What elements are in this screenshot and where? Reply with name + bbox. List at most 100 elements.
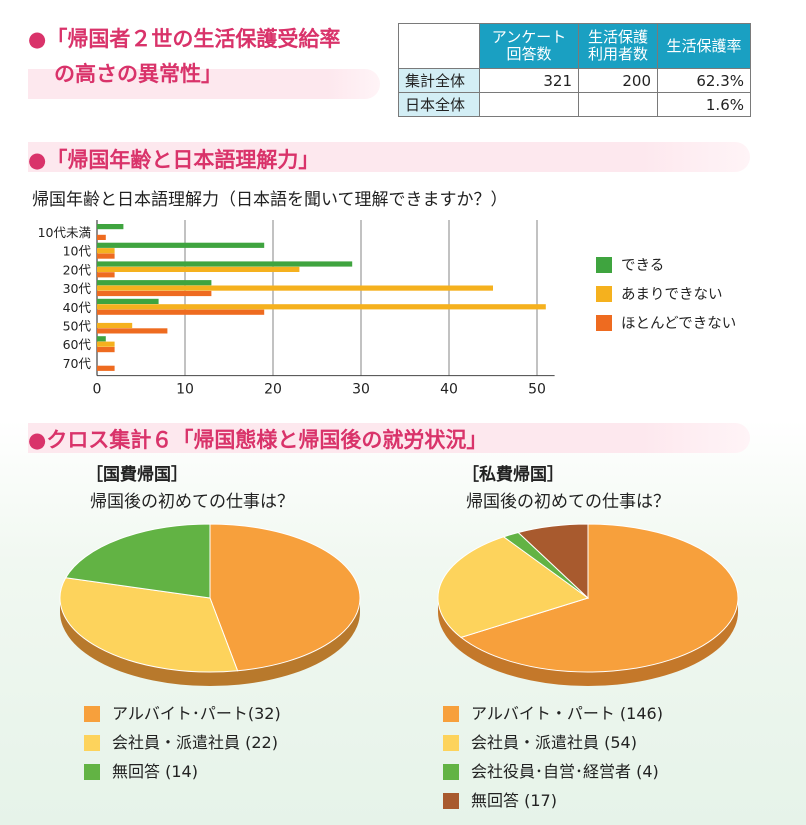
section1-header-band [28,69,380,99]
bar [97,336,106,342]
row-label: 日本全体 [398,92,480,117]
category-label: 70代 [63,356,92,371]
legend-swatch-green [596,257,612,273]
cell-value [578,92,658,117]
header-cell-survey: アンケート 回答数 [479,23,579,69]
welfare-stats-table: アンケート 回答数 生活保護 利用者数 生活保護率 集計全体 321 200 62.… [398,23,751,117]
bar [97,298,159,304]
bar [97,309,265,315]
legend-swatch-orange [443,706,459,722]
language-bar-chart: 0 10 20 30 40 50 10代未満 10代 20代 30代 40代 50代 60代 70代 [38,220,555,394]
section3-title: ●クロス集計６「帰国態様と帰国後の就労状況」 [28,424,487,454]
pie2-legend-item: 無回答 (17) [443,787,557,811]
header-cell-welfare-rate: 生活保護率 [657,23,751,69]
pie-slice [59,577,239,673]
legend-swatch-brown [443,793,459,809]
legend-label: 無回答 (14) [112,762,198,781]
x-tick-label: 10 [176,382,194,394]
bar [97,261,353,267]
row-label: 集計全体 [398,68,480,93]
category-label: 60代 [63,337,92,352]
section2-title-text: 「帰国年齢と日本語理解力」 [46,148,320,172]
pie-slice [517,523,589,600]
legend-label: アルバイト･パート(32) [112,704,281,723]
bar [97,280,212,286]
pie1-subtitle: 帰国後の初めての仕事は？ [90,492,294,512]
bullet-icon: ● [28,428,47,452]
x-tick-label: 40 [440,382,458,394]
legend-label: あまりできない [621,287,723,303]
legend-swatch-yellow [443,735,459,751]
table-row: 集計全体 321 200 62.3% [398,68,751,93]
cell-value: 321 [479,68,579,93]
bullet-icon: ● [28,148,47,172]
x-tick-label: 0 [93,382,102,394]
pie1-legend-item: 無回答 (14) [84,758,198,782]
pie2-legend-item: 会社役員･自営･経営者 (4) [443,758,659,782]
cell-value: 1.6% [657,92,751,117]
bar [97,253,115,259]
section1-title-line2: の高さの異常性」 [54,62,222,86]
legend-swatch-orange [84,706,100,722]
legend-label: アルバイト・パート (146) [471,704,663,723]
header-cell-welfare-users: 生活保護 利用者数 [578,23,658,69]
bar [97,341,115,347]
bar [97,304,546,310]
legend-swatch-orange [596,315,612,331]
legend-label: できる [621,258,665,274]
pie2-legend-item: 会社員・派遣社員 (54) [443,729,637,753]
category-label: 40代 [63,300,92,315]
bar [97,365,115,371]
category-label: 50代 [63,319,92,334]
section3-title-text: クロス集計６「帰国態様と帰国後の就労状況」 [46,428,488,452]
bar [97,248,115,254]
category-label: 10代 [63,244,92,259]
pie2-legend-item: アルバイト・パート (146) [443,700,663,724]
table-header-row: アンケート 回答数 生活保護 利用者数 生活保護率 [398,23,751,69]
section1-title: ●「帰国者２世の生活保護受給率 [28,23,340,53]
bar [97,224,124,230]
legend-swatch-green [84,764,100,780]
x-tick-label: 50 [528,382,546,394]
bar [97,322,133,329]
bar [97,347,115,353]
cell-value: 62.3% [657,68,751,93]
x-tick-label: 30 [352,382,370,394]
legend-swatch-yellow [596,286,612,302]
pie1-title: ［国費帰国］ [86,465,188,485]
legend-label: 会社員・派遣社員 (54) [471,733,637,752]
pie-slice [209,523,361,672]
legend-label: 会社員・派遣社員 (22) [112,733,278,752]
legend-item-hotondo: ほとんどできない [596,312,736,333]
bar-chart-title: 帰国年齢と日本語理解力（日本語を聞いて理解できますか？） [32,190,508,210]
bar [97,242,265,248]
legend-swatch-green [443,764,459,780]
section1-title-line1: 「帰国者２世の生活保護受給率 [46,27,341,51]
section2-title: ●「帰国年齢と日本語理解力」 [28,144,319,174]
bar [97,290,212,297]
bar [97,285,493,291]
bar [97,234,106,240]
bar [97,266,300,272]
legend-label: ほとんどできない [621,316,737,332]
header-label: 生活保護率 [666,36,742,55]
legend-label: 会社役員･自営･経営者 (4) [471,762,659,781]
pie2-subtitle: 帰国後の初めての仕事は？ [466,492,670,512]
legend-swatch-yellow [84,735,100,751]
bullet-icon: ● [28,27,47,51]
cell-value [479,92,579,117]
pie1-legend-item: アルバイト･パート(32) [84,700,281,724]
legend-item-dekiru: できる [596,254,664,275]
header-label: アンケート 回答数 [491,28,567,63]
table-row: 日本全体 1.6% [398,92,751,117]
pie-slice [64,523,211,599]
pie1-legend-item: 会社員・派遣社員 (22) [84,729,278,753]
table-corner-cell [398,23,480,69]
category-label: 30代 [63,281,92,296]
category-label: 10代未満 [38,225,91,240]
section3-header-band [28,423,750,453]
section1-title-line2-wrap: の高さの異常性」 [54,58,222,88]
pie-slice [437,536,590,638]
cell-value: 200 [578,68,658,93]
bar [97,328,168,334]
